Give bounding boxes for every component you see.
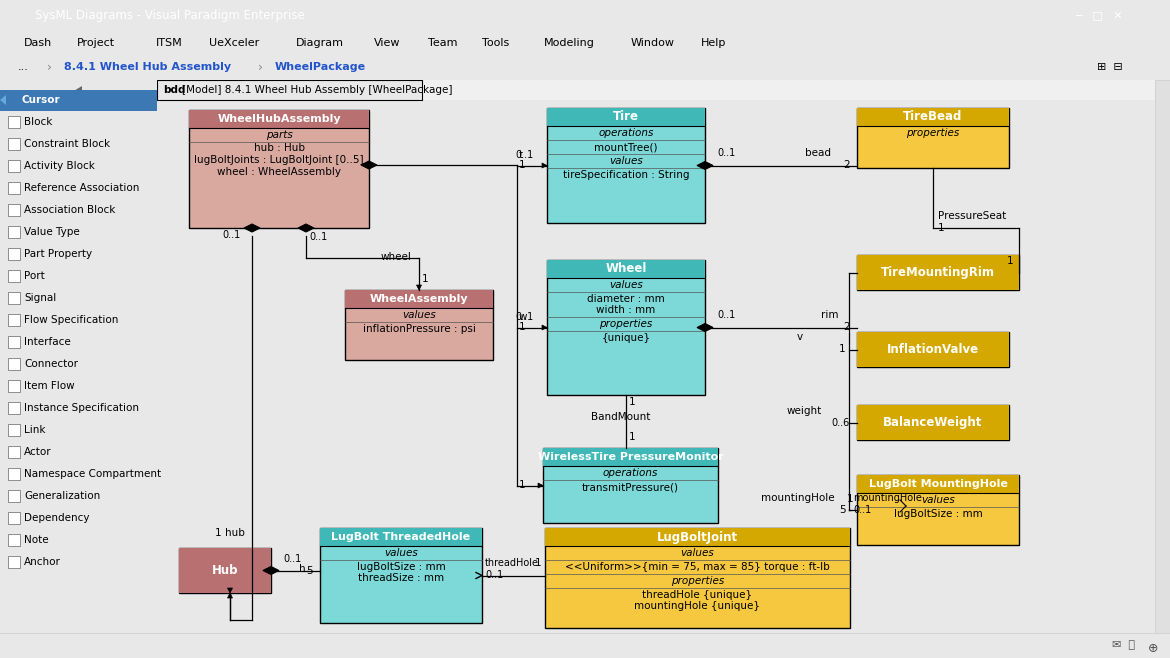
Text: mountingHole: mountingHole: [853, 493, 922, 503]
Text: properties: properties: [599, 319, 653, 329]
Text: 1: 1: [847, 494, 854, 504]
Text: mountingHole: mountingHole: [760, 493, 834, 503]
Text: values: values: [384, 548, 418, 558]
Text: Signal: Signal: [25, 293, 56, 303]
Text: 1: 1: [535, 557, 542, 567]
Text: t: t: [519, 149, 523, 159]
Text: properties: properties: [670, 576, 724, 586]
Text: weight: weight: [787, 405, 823, 415]
Text: 1: 1: [422, 274, 428, 284]
Text: Dependency: Dependency: [25, 513, 89, 523]
Bar: [190, 110, 369, 228]
Bar: [8, 248, 20, 260]
Polygon shape: [0, 95, 6, 105]
Text: rim: rim: [821, 311, 839, 320]
Text: InflationValve: InflationValve: [887, 343, 979, 356]
Text: operations: operations: [603, 468, 659, 478]
Bar: [8, 116, 20, 128]
Bar: [545, 528, 849, 546]
Bar: [8, 468, 20, 480]
Text: ✉  🖊: ✉ 🖊: [1112, 640, 1135, 651]
Text: Constraint Block: Constraint Block: [25, 139, 110, 149]
Text: v: v: [797, 332, 803, 343]
Bar: [8, 314, 20, 326]
Text: values: values: [402, 310, 436, 320]
Text: Namespace Compartment: Namespace Compartment: [25, 469, 161, 479]
Bar: [8, 204, 20, 216]
Bar: [856, 255, 1019, 290]
Text: Project: Project: [77, 38, 116, 47]
Text: 2: 2: [844, 161, 849, 170]
Text: Link: Link: [25, 425, 46, 435]
Text: Part Property: Part Property: [25, 249, 92, 259]
Text: SysML Diagrams - Visual Paradigm Enterprise: SysML Diagrams - Visual Paradigm Enterpr…: [35, 9, 305, 22]
Text: LugBoltJoint: LugBoltJoint: [656, 530, 738, 544]
Text: ...: ...: [18, 63, 28, 72]
Text: Port: Port: [25, 271, 44, 281]
Polygon shape: [697, 324, 713, 332]
Text: 0..1: 0..1: [717, 149, 735, 159]
Bar: [543, 448, 718, 466]
Polygon shape: [245, 224, 260, 232]
Polygon shape: [538, 483, 543, 488]
Bar: [321, 528, 482, 623]
Bar: [8, 446, 20, 458]
Bar: [8, 182, 20, 194]
Polygon shape: [227, 588, 233, 593]
Text: values: values: [610, 280, 642, 290]
Polygon shape: [73, 86, 82, 98]
Text: WirelessTire PressureMonitor: WirelessTire PressureMonitor: [538, 452, 723, 462]
Text: TireMountingRim: TireMountingRim: [881, 266, 994, 279]
Text: 8.4.1 Wheel Hub Assembly: 8.4.1 Wheel Hub Assembly: [64, 63, 232, 72]
Bar: [545, 528, 849, 628]
Bar: [856, 405, 1009, 440]
Text: hub : Hub
lugBoltJoints : LugBoltJoint [0..5]
wheel : WheelAssembly: hub : Hub lugBoltJoints : LugBoltJoint […: [194, 143, 364, 176]
Text: Reference Association: Reference Association: [25, 183, 139, 193]
Bar: [856, 405, 1009, 440]
Text: w: w: [519, 311, 528, 322]
Text: bead: bead: [805, 149, 831, 159]
Bar: [8, 512, 20, 524]
Text: Instance Specification: Instance Specification: [25, 403, 139, 413]
Polygon shape: [542, 325, 548, 330]
Text: [Model] 8.4.1 Wheel Hub Assembly [WheelPackage]: [Model] 8.4.1 Wheel Hub Assembly [WheelP…: [183, 85, 453, 95]
Bar: [8, 358, 20, 370]
Text: inflationPressure : psi: inflationPressure : psi: [363, 324, 475, 334]
Bar: [548, 108, 706, 223]
Bar: [548, 260, 706, 395]
Polygon shape: [298, 224, 314, 232]
Text: ›: ›: [257, 61, 262, 74]
Text: Association Block: Association Block: [25, 205, 116, 215]
Bar: [8, 160, 20, 172]
Text: Hub: Hub: [212, 564, 239, 577]
Polygon shape: [697, 161, 713, 170]
Text: h: h: [300, 565, 305, 574]
Bar: [856, 475, 1019, 545]
Text: 0..1: 0..1: [515, 149, 534, 159]
Text: Interface: Interface: [25, 337, 70, 347]
Text: WheelAssembly: WheelAssembly: [370, 294, 468, 304]
Text: bdd: bdd: [163, 85, 186, 95]
Text: values: values: [681, 548, 715, 558]
Text: 0..1: 0..1: [717, 311, 735, 320]
Text: 5: 5: [307, 565, 312, 576]
Text: 0..1: 0..1: [515, 311, 534, 322]
Text: 1: 1: [519, 161, 525, 170]
Text: diameter : mm
width : mm: diameter : mm width : mm: [587, 293, 665, 315]
Text: lugBoltSize : mm
threadSize : mm: lugBoltSize : mm threadSize : mm: [357, 562, 446, 583]
Bar: [8, 490, 20, 502]
Polygon shape: [362, 161, 377, 169]
Text: Flow Specification: Flow Specification: [25, 315, 118, 325]
Text: 1: 1: [1007, 257, 1013, 266]
Text: Tire: Tire: [613, 111, 639, 124]
Text: 1: 1: [938, 223, 944, 233]
Bar: [8, 292, 20, 304]
Text: lugBoltSize : mm: lugBoltSize : mm: [894, 509, 983, 519]
Bar: [179, 548, 271, 593]
Bar: [856, 108, 1009, 126]
Polygon shape: [542, 163, 548, 168]
Bar: [321, 528, 482, 546]
Bar: [856, 108, 1009, 168]
Text: 0..1: 0..1: [283, 553, 301, 563]
Text: 0..1: 0..1: [222, 230, 240, 240]
